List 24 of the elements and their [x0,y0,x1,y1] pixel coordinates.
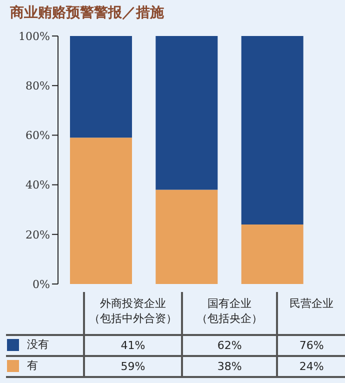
data-label: 76% [277,335,345,356]
x-tick-label: 国有企业（包括央企） [182,292,278,335]
y-tick-label: 20% [26,228,50,242]
y-tick-label: 80% [26,80,50,93]
data-label: 38% [182,356,278,377]
bar [241,36,304,224]
y-tick-label: 60% [26,129,50,142]
data-label: 62% [182,335,278,356]
legend-label: 没有 [26,337,49,352]
y-tick-label: 100% [18,30,50,43]
data-label: 59% [84,356,182,377]
y-tick-label: 0% [32,278,50,291]
bar [156,190,218,284]
data-label: 41% [84,335,182,356]
bar [156,36,218,190]
bar [241,224,304,284]
x-tick-label: 外商投资企业（包括中外合资） [84,292,182,335]
data-label: 24% [277,356,345,377]
bar [70,36,132,138]
y-tick-label: 40% [26,178,50,192]
x-tick-label: 民营企业 [277,292,345,335]
legend-label: 有 [26,358,38,374]
bar [70,138,132,284]
chart-title: 商业贿赂预警警报／措施 [10,4,164,22]
